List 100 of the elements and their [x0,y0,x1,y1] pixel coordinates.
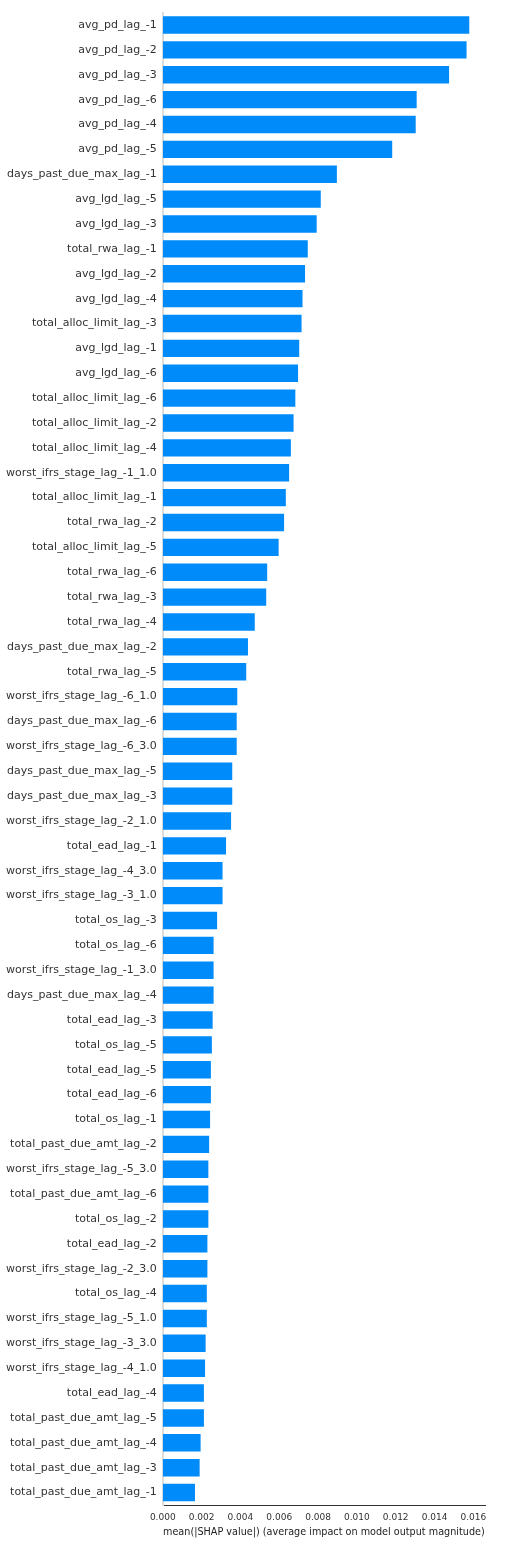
bar [162,1110,211,1129]
y-tick-label: days_past_due_max_lag_-1 [7,167,157,181]
bar [162,1260,208,1278]
bar [162,1409,204,1427]
bar [162,1284,207,1303]
bar [162,936,214,955]
bar [162,513,285,532]
bar [162,1036,212,1054]
y-tick-label: avg_pd_lag_-3 [78,67,157,81]
y-tick-label: worst_ifrs_stage_lag_-3_3.0 [5,1336,157,1350]
y-tick-label: days_past_due_max_lag_-3 [7,788,157,802]
y-tick-label: avg_lgd_lag_-1 [75,341,157,355]
y-tick-label: avg_pd_lag_-4 [78,117,157,131]
bar [162,638,248,656]
bar [162,90,417,109]
bar [162,314,302,333]
y-tick-label: total_alloc_limit_lag_-1 [32,490,157,504]
bar [162,1309,207,1328]
y-tick-label: worst_ifrs_stage_lag_-2_3.0 [5,1261,157,1275]
bar [162,1160,209,1178]
y-tick-label: days_past_due_max_lag_-6 [7,714,157,728]
y-tick-label: avg_pd_lag_-6 [78,92,157,106]
bar [162,1061,211,1079]
bar [162,1011,213,1029]
x-tick-label: 0.014 [421,1511,448,1522]
bar [162,563,268,581]
x-tick-label: 0.000 [149,1511,176,1522]
bar [162,787,233,805]
bar [162,613,255,631]
y-tick-label: worst_ifrs_stage_lag_-5_1.0 [5,1311,157,1325]
bar [162,488,286,507]
bar [162,414,294,432]
y-tick-label: total_rwa_lag_-6 [67,565,157,579]
bar [162,862,223,880]
y-tick-label: avg_lgd_lag_-4 [75,291,157,305]
y-tick-label: worst_ifrs_stage_lag_-2_1.0 [5,813,157,827]
bar [162,712,237,731]
y-tick-label: avg_pd_lag_-5 [78,142,157,156]
y-tick-label: total_ead_lag_-6 [66,1087,157,1101]
x-tick-label: 0.006 [266,1511,293,1522]
bar [162,837,227,855]
bar [162,1135,210,1154]
bar [162,364,299,382]
y-tick-label: total_ead_lag_-5 [66,1062,157,1076]
y-tick-label: total_past_due_amt_lag_-1 [10,1485,157,1499]
y-tick-label: total_os_lag_-5 [74,1037,157,1051]
bar [162,389,296,407]
bar [162,986,214,1004]
y-tick-label: total_os_lag_-1 [74,1112,157,1126]
y-tick-label: total_alloc_limit_lag_-5 [32,540,157,554]
y-tick-label: total_alloc_limit_lag_-2 [32,415,157,429]
y-tick-label: days_past_due_max_lag_-5 [7,764,157,778]
y-tick-label: total_rwa_lag_-5 [67,664,157,678]
y-tick-label: total_past_due_amt_lag_-6 [10,1186,157,1200]
bar [162,140,393,159]
bar [162,464,290,482]
y-tick-label: total_rwa_lag_-1 [67,241,157,255]
y-tick-label: total_alloc_limit_lag_-6 [32,391,157,404]
y-tick-label: worst_ifrs_stage_lag_-1_3.0 [5,963,157,977]
bar [162,1210,209,1228]
bar [162,737,237,756]
bar [162,240,308,258]
bar [162,339,300,358]
y-tick-label: days_past_due_max_lag_-2 [7,639,157,653]
bar [162,687,238,706]
y-tick-label: total_rwa_lag_-4 [67,614,157,628]
y-tick-label: total_ead_lag_-3 [66,1012,157,1026]
x-axis-title: mean(|SHAP value|) (average impact on model output magnitude) [162,1524,485,1539]
y-tick-label: avg_pd_lag_-1 [78,17,157,31]
x-tick-label: 0.016 [460,1511,487,1522]
y-tick-label: total_rwa_lag_-2 [67,515,157,529]
y-tick-label: worst_ifrs_stage_lag_-6_3.0 [5,739,157,753]
y-tick-label: avg_lgd_lag_-6 [75,366,157,380]
bar [162,16,470,34]
y-tick-label: total_os_lag_-2 [74,1211,157,1225]
y-tick-label: total_ead_lag_-2 [66,1236,157,1250]
y-tick-label: total_rwa_lag_-3 [67,589,157,603]
bar [162,66,450,84]
bar [162,911,218,930]
y-tick-label: avg_lgd_lag_-2 [75,266,157,280]
bar [162,538,279,557]
bar [162,289,303,308]
y-tick-label: avg_lgd_lag_-3 [75,216,157,230]
bar [162,1334,206,1353]
bar [162,1085,211,1104]
bar [162,1458,200,1477]
y-tick-label: worst_ifrs_stage_lag_-4_3.0 [5,863,157,877]
x-tick-label: 0.004 [227,1511,254,1522]
bar [162,215,317,233]
bar [162,165,337,183]
bar [162,588,267,606]
y-tick-label: total_ead_lag_-1 [66,838,157,852]
y-tick-label: total_past_due_amt_lag_-3 [10,1460,157,1474]
y-tick-label: total_ead_lag_-4 [66,1385,157,1399]
y-tick-label: worst_ifrs_stage_lag_-1_1.0 [5,465,157,479]
y-tick-label: avg_lgd_lag_-5 [75,192,157,206]
x-tick-label: 0.012 [382,1511,409,1522]
x-tick-label: 0.008 [305,1511,332,1522]
bar [162,886,223,905]
y-tick-label: total_past_due_amt_lag_-5 [10,1410,157,1424]
